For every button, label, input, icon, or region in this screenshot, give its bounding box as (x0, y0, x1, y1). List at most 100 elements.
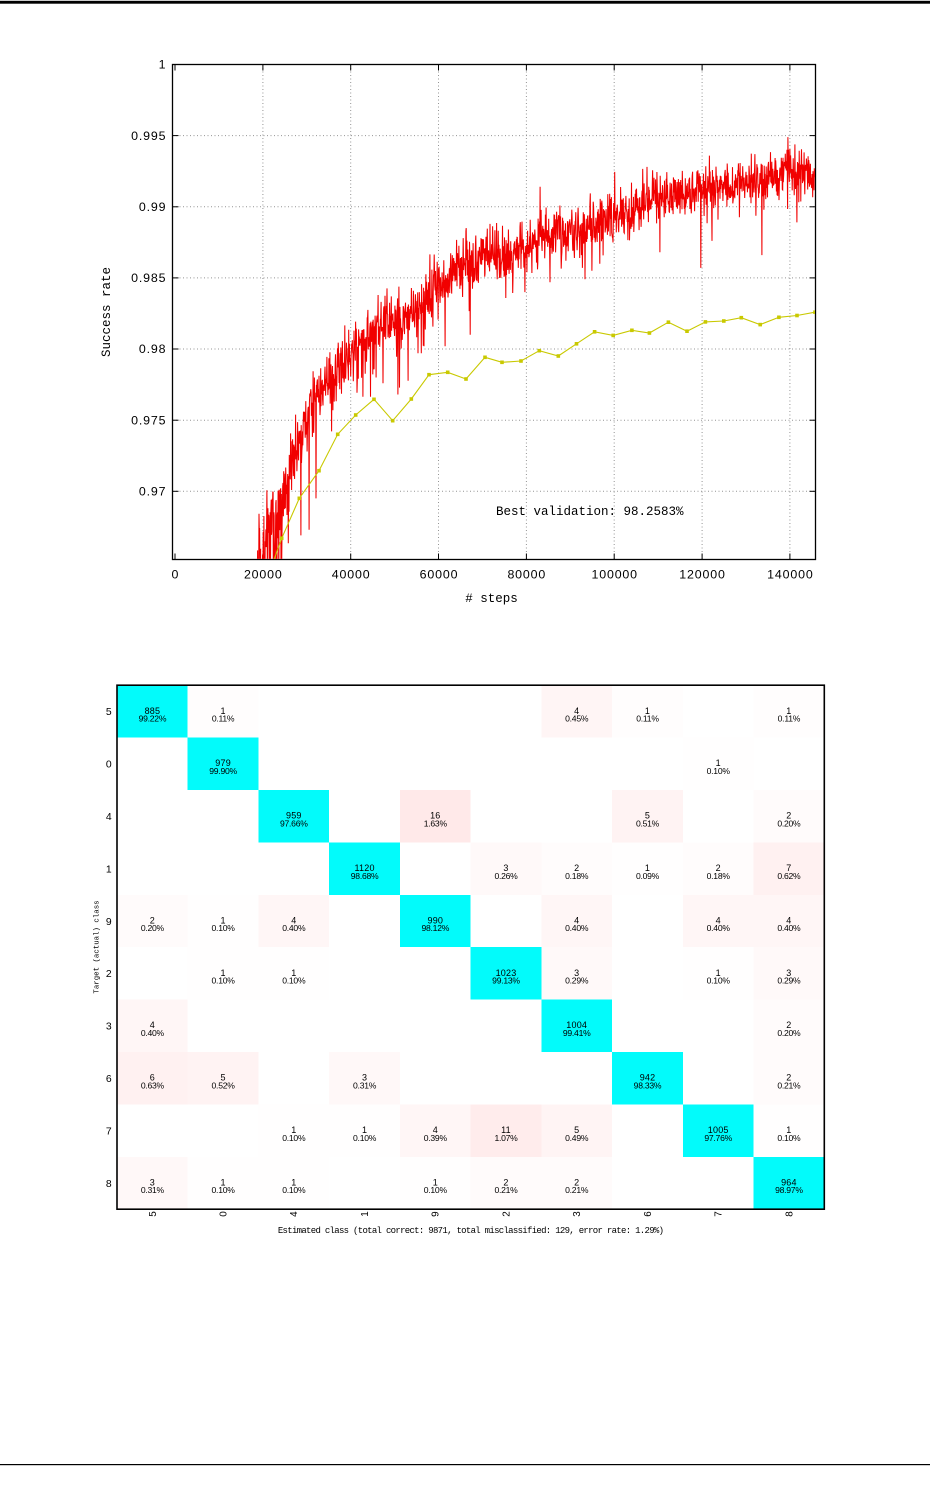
svg-text:942: 942 (640, 1073, 656, 1083)
svg-text:1.07%: 1.07% (494, 1133, 518, 1143)
svg-text:6: 6 (106, 1074, 112, 1085)
svg-text:0.10%: 0.10% (212, 976, 236, 986)
svg-text:4: 4 (106, 812, 112, 823)
svg-text:0.98: 0.98 (139, 342, 167, 356)
svg-text:979: 979 (215, 758, 231, 768)
svg-text:1: 1 (786, 706, 791, 716)
svg-text:Target (actual) class: Target (actual) class (94, 900, 102, 993)
svg-text:4: 4 (574, 915, 579, 925)
svg-text:98.12%: 98.12% (421, 923, 449, 933)
svg-text:3: 3 (503, 863, 508, 873)
svg-text:0.10%: 0.10% (707, 976, 731, 986)
svg-text:0.20%: 0.20% (777, 1028, 801, 1038)
svg-text:98.33%: 98.33% (634, 1080, 662, 1090)
svg-text:5: 5 (148, 1211, 159, 1217)
svg-text:0.10%: 0.10% (282, 1185, 306, 1195)
svg-text:1005: 1005 (708, 1125, 729, 1135)
svg-text:0.49%: 0.49% (565, 1133, 589, 1143)
svg-text:0.10%: 0.10% (212, 1185, 236, 1195)
svg-text:6: 6 (643, 1211, 654, 1217)
svg-text:0.40%: 0.40% (565, 923, 589, 933)
svg-text:20000: 20000 (244, 568, 283, 582)
svg-text:1: 1 (433, 1177, 438, 1187)
svg-text:1: 1 (106, 864, 112, 875)
svg-text:0.31%: 0.31% (353, 1080, 377, 1090)
svg-text:1120: 1120 (355, 863, 375, 873)
svg-text:0.20%: 0.20% (141, 923, 165, 933)
svg-text:0.40%: 0.40% (282, 923, 306, 933)
svg-text:2: 2 (786, 1073, 791, 1083)
svg-text:2: 2 (574, 1177, 579, 1187)
svg-text:1: 1 (291, 1177, 296, 1187)
svg-text:9: 9 (431, 1211, 442, 1217)
svg-text:1: 1 (716, 758, 721, 768)
svg-text:0: 0 (106, 760, 112, 771)
svg-text:0.10%: 0.10% (424, 1185, 448, 1195)
svg-text:0.11%: 0.11% (778, 714, 801, 724)
svg-text:4: 4 (289, 1211, 300, 1217)
svg-text:97.76%: 97.76% (704, 1133, 732, 1143)
svg-text:3: 3 (106, 1022, 112, 1033)
svg-text:0.21%: 0.21% (494, 1185, 518, 1195)
svg-text:0.40%: 0.40% (777, 923, 801, 933)
svg-text:0.45%: 0.45% (565, 714, 589, 724)
svg-text:80000: 80000 (507, 568, 546, 582)
svg-text:0.97: 0.97 (139, 485, 167, 499)
svg-text:3: 3 (574, 968, 579, 978)
svg-text:3: 3 (362, 1073, 367, 1083)
svg-text:16: 16 (430, 811, 440, 821)
svg-text:7: 7 (714, 1211, 725, 1217)
svg-text:0.52%: 0.52% (212, 1080, 236, 1090)
svg-text:1: 1 (291, 1125, 296, 1135)
svg-text:1: 1 (220, 1177, 225, 1187)
svg-text:0.29%: 0.29% (565, 976, 589, 986)
svg-text:0.26%: 0.26% (494, 871, 518, 881)
svg-text:0.40%: 0.40% (141, 1028, 165, 1038)
svg-text:7: 7 (786, 863, 791, 873)
svg-text:1: 1 (645, 863, 650, 873)
svg-text:60000: 60000 (420, 568, 459, 582)
svg-text:0.10%: 0.10% (353, 1133, 377, 1143)
svg-text:8: 8 (784, 1211, 795, 1217)
svg-text:0: 0 (172, 568, 180, 582)
svg-text:990: 990 (427, 915, 443, 925)
svg-text:2: 2 (786, 811, 791, 821)
svg-text:2: 2 (503, 1177, 508, 1187)
svg-text:1.63%: 1.63% (424, 818, 448, 828)
svg-text:11: 11 (501, 1125, 511, 1135)
svg-text:4: 4 (786, 915, 791, 925)
svg-text:0.11%: 0.11% (212, 714, 235, 724)
svg-text:120000: 120000 (679, 568, 725, 582)
svg-text:1: 1 (291, 968, 296, 978)
svg-text:0.11%: 0.11% (636, 714, 659, 724)
svg-text:959: 959 (286, 811, 302, 821)
svg-text:0.975: 0.975 (131, 413, 166, 427)
svg-text:Success rate: Success rate (100, 267, 114, 357)
svg-text:1: 1 (362, 1125, 367, 1135)
svg-text:0.21%: 0.21% (565, 1185, 589, 1195)
svg-text:1: 1 (220, 968, 225, 978)
svg-text:0.20%: 0.20% (777, 818, 801, 828)
svg-text:0.985: 0.985 (131, 271, 166, 285)
svg-text:2: 2 (150, 915, 155, 925)
svg-text:0.31%: 0.31% (141, 1185, 165, 1195)
svg-text:Estimated class (total correct: Estimated class (total correct: 9871, to… (278, 1226, 663, 1236)
svg-text:0.18%: 0.18% (707, 871, 731, 881)
svg-text:99.41%: 99.41% (563, 1028, 591, 1038)
svg-text:98.97%: 98.97% (775, 1185, 803, 1195)
svg-text:99.22%: 99.22% (139, 714, 167, 724)
svg-text:3: 3 (572, 1211, 583, 1217)
svg-text:4: 4 (291, 915, 296, 925)
svg-text:4: 4 (433, 1125, 438, 1135)
svg-text:# steps: # steps (465, 592, 518, 606)
svg-text:964: 964 (781, 1177, 797, 1187)
svg-text:6: 6 (150, 1073, 155, 1083)
svg-text:1023: 1023 (496, 968, 517, 978)
svg-text:7: 7 (106, 1126, 112, 1137)
svg-text:0.29%: 0.29% (777, 976, 801, 986)
svg-text:1: 1 (220, 915, 225, 925)
svg-text:4: 4 (716, 915, 721, 925)
svg-text:1: 1 (220, 706, 225, 716)
svg-text:0.09%: 0.09% (636, 871, 660, 881)
svg-text:0.10%: 0.10% (282, 1133, 306, 1143)
